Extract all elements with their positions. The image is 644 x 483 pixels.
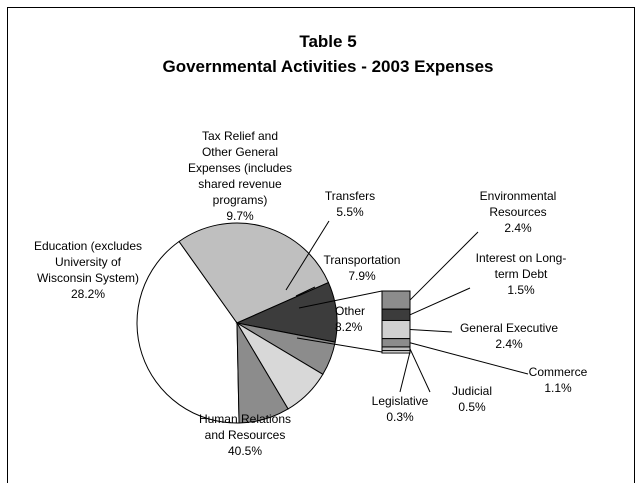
breakdown-leader-commerce [409, 342, 529, 375]
slice-label-transportation: Transportation 7.9% [324, 253, 401, 283]
breakdown-leader-judicial [409, 348, 431, 393]
slice-label-human-relations: Human Relations and Resources 40.5% [199, 412, 291, 458]
slice-label-other: Other 8.2% [335, 304, 365, 334]
breakdown-label-environmental: Environmental Resources 2.4% [480, 189, 557, 235]
breakdown-label-legislative: Legislative 0.3% [372, 394, 429, 424]
chart-subtitle: Governmental Activities - 2003 Expenses [162, 57, 493, 76]
connector-line-top [298, 290, 383, 309]
bar-segment-commerce [381, 338, 411, 348]
bar-segment-judicial [381, 346, 411, 352]
leader-line-transportation [295, 286, 316, 297]
pie-slice-education-excludes [178, 222, 330, 324]
bar-segment-general-executive [381, 319, 411, 340]
bar-segment-legislative [381, 350, 411, 354]
breakdown-leader-interest-on-long [409, 287, 471, 316]
breakdown-label-commerce: Commerce 1.1% [529, 365, 588, 395]
bar-segment-interest-on-long [381, 308, 411, 321]
breakdown-leader-legislative [399, 351, 411, 393]
bar-segment-environmental [381, 290, 411, 310]
chart-title: Table 5 [299, 32, 356, 51]
slice-label-tax-relief-and: Tax Relief and Other General Expenses (inc… [188, 129, 292, 223]
breakdown-leader-environmental [409, 231, 479, 301]
slice-label-education-excludes: Education (excludes University of Wisconsi… [34, 239, 142, 301]
breakdown-leader-general-executive [409, 329, 453, 333]
chart-frame [7, 7, 635, 483]
connector-line-bottom [296, 337, 383, 353]
leader-line-transfers [285, 220, 330, 291]
slice-label-transfers: Transfers 5.5% [325, 189, 375, 219]
breakdown-label-judicial: Judicial 0.5% [452, 384, 492, 414]
breakdown-label-general-executive: General Executive 2.4% [460, 321, 558, 351]
pie-slice-other [236, 321, 289, 424]
breakdown-label-interest-on-long: Interest on Long-term Debt 1.5% [476, 251, 567, 297]
pie-slice-human-relations [136, 240, 240, 424]
